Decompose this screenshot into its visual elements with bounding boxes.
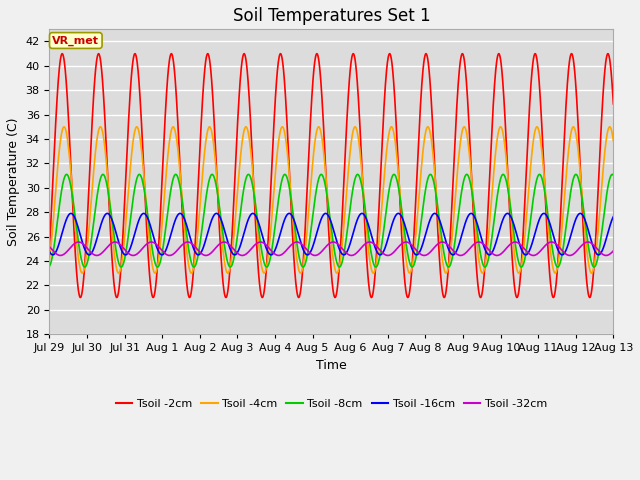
Tsoil -2cm [594, 199, 602, 204]
Tsoil -4cm [320, 152, 328, 158]
Tsoil -8cm [609, 171, 616, 177]
Line: Tsoil -4cm: Tsoil -4cm [49, 127, 613, 273]
Tsoil -8cm [305, 242, 313, 248]
Tsoil -8cm [593, 257, 601, 263]
Y-axis label: Soil Temperature (C): Soil Temperature (C) [7, 118, 20, 246]
Tsoil -16cm [305, 251, 313, 257]
Tsoil -4cm [609, 138, 617, 144]
Tsoil -8cm [490, 220, 498, 226]
Tsoil -2cm [45, 244, 53, 250]
Tsoil -2cm [320, 131, 328, 137]
Tsoil -32cm [490, 252, 498, 257]
Tsoil -2cm [204, 51, 212, 57]
Tsoil -32cm [320, 246, 328, 252]
Tsoil -32cm [593, 246, 601, 252]
Tsoil -4cm [490, 169, 498, 175]
Tsoil -2cm [593, 204, 601, 210]
Tsoil -4cm [45, 256, 53, 262]
Tsoil -32cm [602, 252, 610, 258]
Tsoil -8cm [609, 172, 617, 178]
Tsoil -32cm [257, 239, 264, 245]
Tsoil -4cm [606, 124, 614, 130]
Tsoil -16cm [595, 252, 602, 258]
Tsoil -8cm [45, 264, 53, 269]
Tsoil -4cm [593, 240, 601, 246]
Tsoil -8cm [593, 258, 601, 264]
Tsoil -2cm [609, 101, 617, 107]
Tsoil -8cm [320, 177, 328, 182]
Tsoil -32cm [45, 244, 53, 250]
Title: Soil Temperatures Set 1: Soil Temperatures Set 1 [232, 7, 430, 25]
Tsoil -16cm [609, 214, 617, 219]
Tsoil -32cm [74, 239, 82, 245]
Tsoil -4cm [593, 237, 601, 243]
Tsoil -32cm [593, 246, 601, 252]
Tsoil -2cm [305, 147, 313, 153]
Tsoil -8cm [74, 238, 82, 243]
Tsoil -4cm [305, 204, 313, 210]
Tsoil -32cm [609, 248, 617, 254]
Line: Tsoil -2cm: Tsoil -2cm [49, 54, 613, 298]
Line: Tsoil -16cm: Tsoil -16cm [49, 214, 613, 255]
Tsoil -2cm [490, 94, 498, 99]
Text: VR_met: VR_met [52, 36, 99, 46]
Tsoil -32cm [305, 249, 313, 255]
Tsoil -16cm [593, 252, 601, 257]
Legend: Tsoil -2cm, Tsoil -4cm, Tsoil -8cm, Tsoil -16cm, Tsoil -32cm: Tsoil -2cm, Tsoil -4cm, Tsoil -8cm, Tsoi… [111, 395, 552, 413]
Tsoil -2cm [586, 295, 593, 300]
Line: Tsoil -32cm: Tsoil -32cm [49, 242, 613, 255]
Tsoil -16cm [490, 246, 498, 252]
Line: Tsoil -8cm: Tsoil -8cm [49, 174, 613, 267]
Tsoil -4cm [74, 254, 82, 260]
Tsoil -16cm [593, 252, 601, 257]
Tsoil -16cm [320, 211, 328, 217]
Tsoil -16cm [74, 225, 82, 231]
Tsoil -16cm [45, 249, 53, 254]
Tsoil -16cm [176, 211, 184, 216]
Tsoil -8cm [190, 264, 198, 270]
Tsoil -2cm [74, 286, 82, 292]
Tsoil -4cm [151, 270, 159, 276]
X-axis label: Time: Time [316, 359, 347, 372]
